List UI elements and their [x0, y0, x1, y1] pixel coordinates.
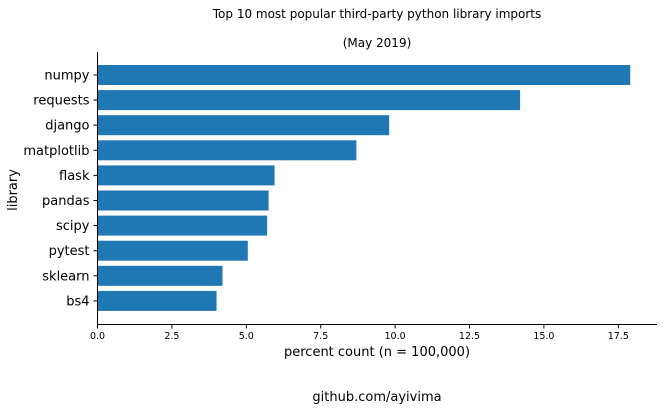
- bar-matplotlib: [97, 140, 357, 161]
- category-label-bs4: bs4: [66, 294, 89, 309]
- bar-bs4: [97, 290, 217, 311]
- x-tick-label-6: 15.0: [533, 331, 554, 342]
- bar-numpy: [97, 65, 631, 85]
- x-tick-label-2: 5.0: [239, 331, 254, 342]
- x-tick-label-7: 17.5: [608, 331, 629, 342]
- x-ticks-group: 0.0 2.5 5.0 7.5 10.0 12.5 15.0 17.5: [90, 324, 629, 342]
- category-label-pytest: pytest: [49, 244, 90, 259]
- category-label-scipy: scipy: [56, 219, 90, 234]
- chart-subtitle: (May 2019): [343, 36, 412, 50]
- x-tick-label-5: 12.5: [459, 331, 480, 342]
- bar-django: [97, 115, 390, 136]
- bar-flask: [97, 165, 275, 186]
- bar-pytest: [97, 240, 248, 261]
- y-axis-label: library: [6, 169, 21, 211]
- chart-title: Top 10 most popular third-party python l…: [212, 7, 542, 21]
- bars-group: [97, 65, 631, 311]
- category-label-sklearn: sklearn: [42, 269, 89, 284]
- footer-credit: github.com/ayivima: [312, 390, 441, 405]
- category-label-pandas: pandas: [42, 194, 90, 209]
- category-labels-group: numpy requests django matplotlib flask pandas…: [23, 69, 98, 309]
- category-label-requests: requests: [33, 94, 89, 109]
- bar-pandas: [97, 190, 269, 211]
- bar-scipy: [97, 215, 268, 236]
- bar-requests: [97, 90, 521, 111]
- category-label-flask: flask: [59, 169, 90, 184]
- category-label-numpy: numpy: [44, 69, 89, 84]
- x-tick-label-0: 0.0: [90, 331, 105, 342]
- x-tick-label-3: 7.5: [313, 331, 328, 342]
- x-axis-label: percent count (n = 100,000): [284, 345, 470, 360]
- category-label-matplotlib: matplotlib: [23, 144, 89, 159]
- x-tick-label-4: 10.0: [385, 331, 406, 342]
- bar-sklearn: [97, 265, 223, 286]
- category-label-django: django: [45, 119, 89, 134]
- x-tick-label-1: 2.5: [164, 331, 179, 342]
